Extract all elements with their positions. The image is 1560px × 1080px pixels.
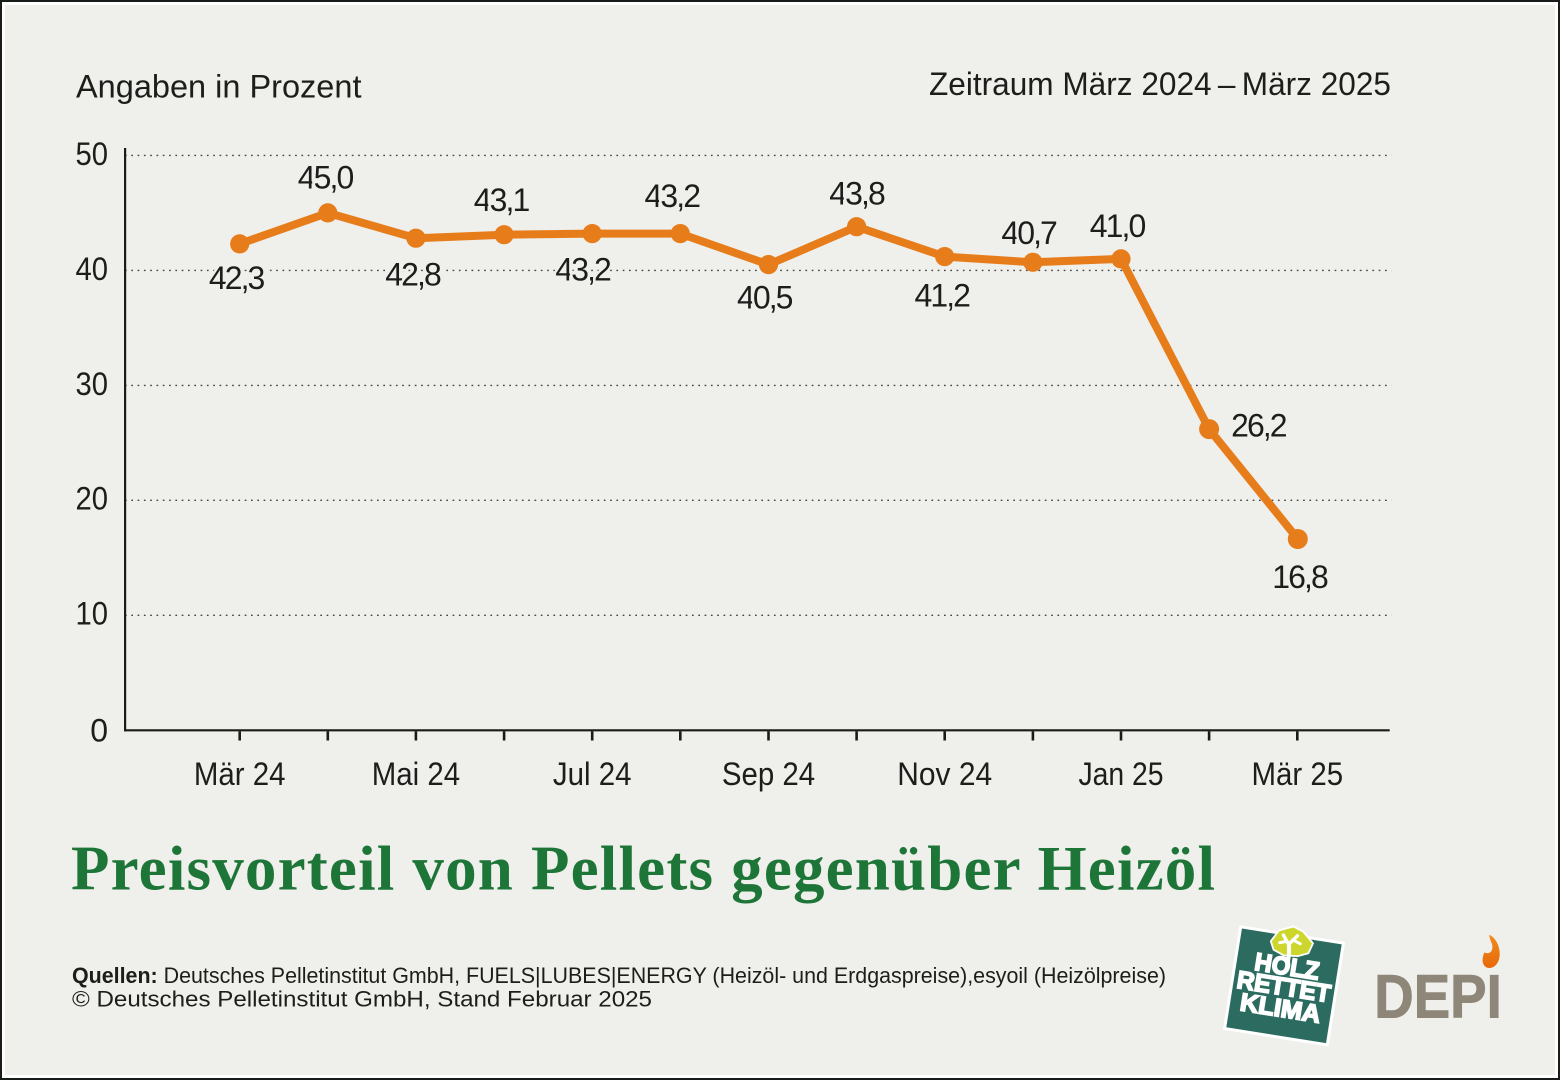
svg-text:Mai 24: Mai 24 xyxy=(372,756,460,792)
svg-text:43,2: 43,2 xyxy=(645,178,702,214)
svg-text:Zeitraum März 2024 – März 2025: Zeitraum März 2024 – März 2025 xyxy=(929,66,1391,102)
svg-text:43,1: 43,1 xyxy=(474,182,531,218)
svg-text:20: 20 xyxy=(76,481,109,517)
svg-text:40,7: 40,7 xyxy=(1001,215,1058,251)
svg-text:Sep 24: Sep 24 xyxy=(722,756,815,792)
svg-text:16,8: 16,8 xyxy=(1272,559,1329,595)
svg-text:40: 40 xyxy=(76,251,109,287)
svg-text:43,2: 43,2 xyxy=(555,252,612,288)
svg-text:43,8: 43,8 xyxy=(829,176,886,212)
svg-text:42,8: 42,8 xyxy=(385,257,442,293)
svg-text:Quellen: Deutsches Pelletinsti: Quellen: Deutsches Pelletinstitut GmbH, … xyxy=(72,963,1166,988)
svg-text:Angaben in Prozent: Angaben in Prozent xyxy=(76,69,362,105)
svg-text:50: 50 xyxy=(76,136,109,172)
svg-text:26,2: 26,2 xyxy=(1231,408,1288,444)
svg-text:41,0: 41,0 xyxy=(1090,208,1147,244)
svg-text:40,5: 40,5 xyxy=(737,280,794,316)
svg-text:Mär 25: Mär 25 xyxy=(1252,756,1344,792)
svg-text:45,0: 45,0 xyxy=(298,160,355,196)
svg-text:41,2: 41,2 xyxy=(914,277,971,313)
svg-text:Mär 24: Mär 24 xyxy=(194,756,286,792)
svg-text:Jul 24: Jul 24 xyxy=(553,756,632,792)
svg-text:© Deutsches Pelletinstitut Gmb: © Deutsches Pelletinstitut GmbH, Stand F… xyxy=(72,987,652,1012)
svg-text:0: 0 xyxy=(90,713,108,749)
svg-text:Preisvorteil von Pellets gegen: Preisvorteil von Pellets gegenüber Heizö… xyxy=(71,834,1215,904)
svg-text:30: 30 xyxy=(76,366,109,402)
svg-text:42,3: 42,3 xyxy=(209,260,266,296)
svg-text:Nov 24: Nov 24 xyxy=(897,756,992,792)
svg-text:DEPI: DEPI xyxy=(1374,962,1502,1031)
svg-text:10: 10 xyxy=(76,596,109,632)
svg-text:Jan 25: Jan 25 xyxy=(1078,756,1163,792)
